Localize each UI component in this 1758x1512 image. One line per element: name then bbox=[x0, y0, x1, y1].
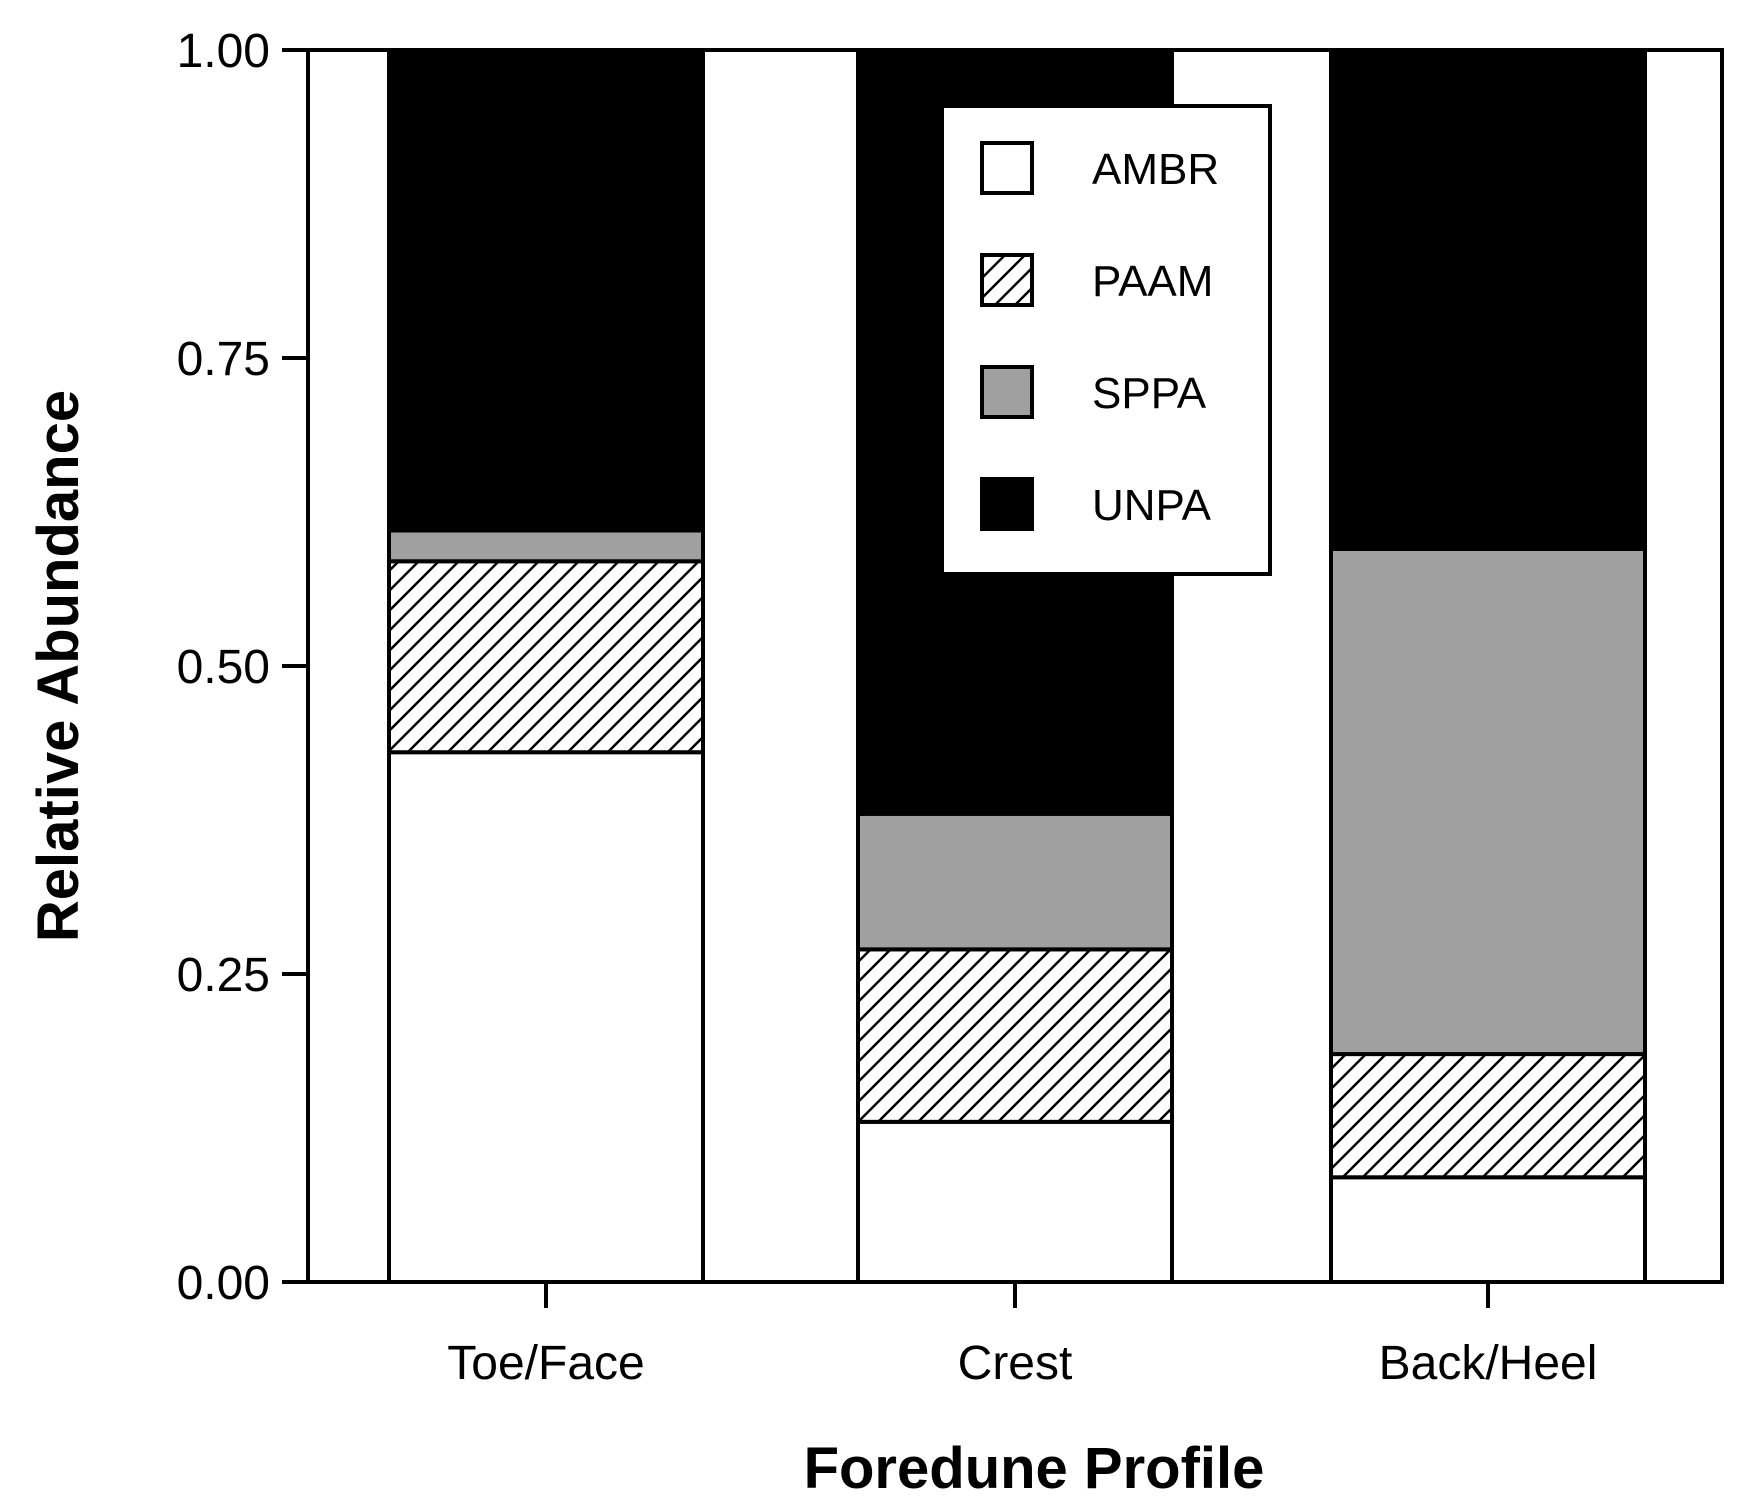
legend-swatch-unpa bbox=[980, 477, 1034, 531]
bar-unpa-0 bbox=[387, 48, 705, 533]
x-tick-label-2: Back/Heel bbox=[1379, 1337, 1598, 1390]
bar-paam-2 bbox=[1329, 1052, 1647, 1180]
y-axis-title: Relative Abundance bbox=[26, 390, 91, 942]
y-tick-label-4: 1.00 bbox=[177, 25, 270, 78]
bar-ambr-2 bbox=[1329, 1175, 1647, 1285]
y-tick-label-3: 0.75 bbox=[177, 333, 270, 386]
y-tick-label-2: 0.50 bbox=[177, 641, 270, 694]
legend: AMBR PAAM SPPA UNPA bbox=[940, 104, 1272, 576]
legend-label-unpa: UNPA bbox=[1092, 481, 1212, 530]
bar-sppa-0 bbox=[387, 528, 705, 564]
bar-unpa-2 bbox=[1329, 48, 1647, 551]
y-tick-label-1: 0.25 bbox=[177, 949, 270, 1002]
x-tick-label-1: Crest bbox=[958, 1337, 1073, 1390]
legend-swatch-paam bbox=[980, 253, 1034, 307]
legend-label-paam: PAAM bbox=[1092, 257, 1213, 306]
y-tick-label-0: 0.00 bbox=[177, 1257, 270, 1310]
legend-swatch-ambr bbox=[980, 141, 1034, 195]
bar-paam-1 bbox=[856, 947, 1174, 1124]
bar-ambr-0 bbox=[387, 750, 705, 1284]
bars-layer bbox=[387, 48, 1647, 1285]
legend-swatch-sppa bbox=[980, 365, 1034, 419]
x-axis-title: Foredune Profile bbox=[804, 1436, 1265, 1501]
legend-label-ambr: AMBR bbox=[1092, 145, 1219, 194]
bar-sppa-1 bbox=[856, 811, 1174, 952]
bar-paam-0 bbox=[387, 559, 705, 755]
bar-ambr-1 bbox=[856, 1119, 1174, 1284]
x-tick-label-0: Toe/Face bbox=[447, 1337, 644, 1390]
x-axis: Toe/Face Crest Back/Heel bbox=[447, 1282, 1597, 1390]
bar-sppa-2 bbox=[1329, 546, 1647, 1057]
y-axis: 0.00 0.25 0.50 0.75 1.00 bbox=[177, 25, 308, 1310]
legend-label-sppa: SPPA bbox=[1092, 369, 1207, 418]
